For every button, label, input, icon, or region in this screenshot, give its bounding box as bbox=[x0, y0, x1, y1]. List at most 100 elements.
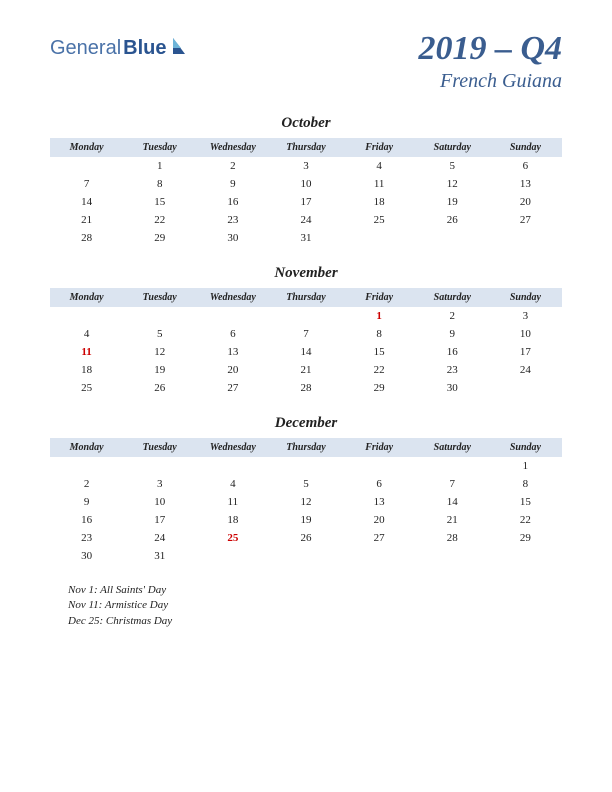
calendar-cell: 5 bbox=[269, 475, 342, 493]
logo-text-blue: Blue bbox=[123, 37, 166, 60]
calendar-cell: 25 bbox=[343, 211, 416, 229]
calendar-cell: 20 bbox=[489, 193, 562, 211]
calendar-cell: 11 bbox=[50, 343, 123, 361]
calendar-cell: 3 bbox=[269, 157, 342, 175]
calendar-cell bbox=[343, 457, 416, 475]
calendar-cell: 29 bbox=[343, 379, 416, 397]
day-header: Tuesday bbox=[123, 438, 196, 457]
calendar-row: 11121314151617 bbox=[50, 343, 562, 361]
calendar-cell: 19 bbox=[123, 361, 196, 379]
calendar-cell: 20 bbox=[343, 511, 416, 529]
calendar-cell: 2 bbox=[196, 157, 269, 175]
calendar-cell: 19 bbox=[416, 193, 489, 211]
calendar-cell: 27 bbox=[489, 211, 562, 229]
calendar-cell bbox=[196, 547, 269, 565]
calendar-cell: 8 bbox=[123, 175, 196, 193]
calendar-cell bbox=[123, 457, 196, 475]
calendar-cell: 29 bbox=[123, 229, 196, 247]
calendar-cell: 7 bbox=[416, 475, 489, 493]
calendar-row: 78910111213 bbox=[50, 175, 562, 193]
calendar-cell: 9 bbox=[50, 493, 123, 511]
calendar-cell: 13 bbox=[343, 493, 416, 511]
day-header: Wednesday bbox=[196, 138, 269, 157]
calendar-cell: 23 bbox=[50, 529, 123, 547]
region-title: French Guiana bbox=[418, 70, 562, 93]
calendar-cell: 15 bbox=[489, 493, 562, 511]
day-header: Thursday bbox=[269, 288, 342, 307]
calendar-row: 3031 bbox=[50, 547, 562, 565]
calendar-cell: 14 bbox=[269, 343, 342, 361]
title-block: 2019 – Q4 French Guiana bbox=[418, 30, 562, 93]
calendar-cell: 18 bbox=[343, 193, 416, 211]
calendar-cell: 25 bbox=[196, 529, 269, 547]
month-name: December bbox=[50, 415, 562, 432]
calendar-cell: 23 bbox=[416, 361, 489, 379]
calendar-cell bbox=[416, 229, 489, 247]
calendar-cell bbox=[416, 457, 489, 475]
calendar-table: MondayTuesdayWednesdayThursdayFridaySatu… bbox=[50, 438, 562, 565]
calendar-cell: 24 bbox=[123, 529, 196, 547]
calendar-cell bbox=[269, 307, 342, 325]
calendar-cell: 17 bbox=[123, 511, 196, 529]
calendar-cell: 6 bbox=[196, 325, 269, 343]
calendar-row: 45678910 bbox=[50, 325, 562, 343]
day-header: Saturday bbox=[416, 438, 489, 457]
calendar-cell: 24 bbox=[269, 211, 342, 229]
month-block: November MondayTuesdayWednesdayThursdayFr… bbox=[50, 265, 562, 397]
calendar-cell: 11 bbox=[196, 493, 269, 511]
calendar-cell: 7 bbox=[269, 325, 342, 343]
day-header: Monday bbox=[50, 288, 123, 307]
calendar-cell: 22 bbox=[123, 211, 196, 229]
calendar-cell: 26 bbox=[123, 379, 196, 397]
day-header: Friday bbox=[343, 138, 416, 157]
logo: GeneralBlue bbox=[50, 30, 189, 61]
calendar-cell: 22 bbox=[343, 361, 416, 379]
calendar-cell bbox=[343, 547, 416, 565]
day-header: Sunday bbox=[489, 138, 562, 157]
calendar-cell: 26 bbox=[416, 211, 489, 229]
day-header: Wednesday bbox=[196, 288, 269, 307]
calendar-cell: 4 bbox=[50, 325, 123, 343]
day-header: Monday bbox=[50, 438, 123, 457]
logo-text-general: General bbox=[50, 37, 121, 60]
calendar-cell: 6 bbox=[343, 475, 416, 493]
calendar-row: 18192021222324 bbox=[50, 361, 562, 379]
calendar-cell: 10 bbox=[489, 325, 562, 343]
calendar-cell bbox=[50, 307, 123, 325]
quarter-title: 2019 – Q4 bbox=[418, 30, 562, 68]
day-header: Saturday bbox=[416, 138, 489, 157]
calendar-cell: 29 bbox=[489, 529, 562, 547]
calendar-cell: 24 bbox=[489, 361, 562, 379]
day-header: Friday bbox=[343, 288, 416, 307]
calendar-cell: 13 bbox=[196, 343, 269, 361]
calendar-cell: 27 bbox=[343, 529, 416, 547]
calendar-cell: 30 bbox=[50, 547, 123, 565]
calendar-row: 2345678 bbox=[50, 475, 562, 493]
calendar-cell: 8 bbox=[489, 475, 562, 493]
calendar-cell: 10 bbox=[269, 175, 342, 193]
calendar-cell: 12 bbox=[269, 493, 342, 511]
calendar-cell bbox=[196, 307, 269, 325]
calendar-cell bbox=[269, 547, 342, 565]
calendar-cell: 9 bbox=[416, 325, 489, 343]
calendar-cell: 2 bbox=[50, 475, 123, 493]
calendar-cell: 3 bbox=[489, 307, 562, 325]
calendar-cell bbox=[489, 379, 562, 397]
calendar-cell bbox=[269, 457, 342, 475]
calendar-row: 123 bbox=[50, 307, 562, 325]
calendar-cell: 4 bbox=[343, 157, 416, 175]
day-header: Friday bbox=[343, 438, 416, 457]
calendar-table: MondayTuesdayWednesdayThursdayFridaySatu… bbox=[50, 138, 562, 247]
calendar-cell: 4 bbox=[196, 475, 269, 493]
calendar-cell: 7 bbox=[50, 175, 123, 193]
day-header: Tuesday bbox=[123, 288, 196, 307]
calendar-cell: 22 bbox=[489, 511, 562, 529]
calendar-cell: 15 bbox=[123, 193, 196, 211]
calendar-cell: 2 bbox=[416, 307, 489, 325]
calendar-cell: 5 bbox=[416, 157, 489, 175]
calendar-cell: 1 bbox=[123, 157, 196, 175]
day-header: Wednesday bbox=[196, 438, 269, 457]
calendar-cell: 12 bbox=[123, 343, 196, 361]
month-name: November bbox=[50, 265, 562, 282]
month-name: October bbox=[50, 115, 562, 132]
